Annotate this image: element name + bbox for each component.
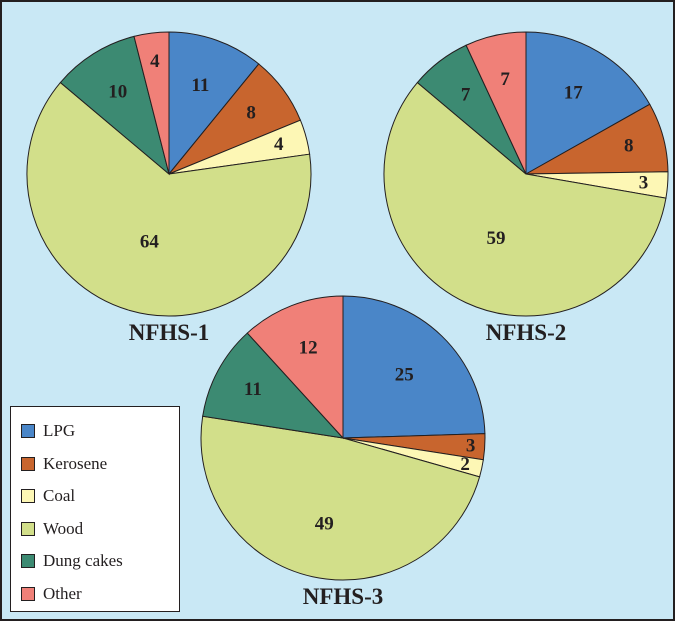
legend-label-other: Other [43,583,82,603]
data-label-other: 7 [500,69,510,90]
slice-dung-cakes [202,332,345,439]
legend-item-other: Other [21,578,179,611]
pie-chart-nfhs-2: 17 83 59 7 7 NFHS-2 [383,31,669,345]
data-label-dung-cakes: 11 [244,379,262,400]
data-label-wood: 64 [140,232,160,253]
slice-lpg [525,31,651,175]
legend-label-dung-cakes: Dung cakes [43,551,123,571]
pie-title: NFHS-1 [129,320,210,345]
legend-swatch-coal [21,489,35,504]
data-label-lpg: 11 [191,75,209,96]
pie-chart-nfhs-3: 25 32 49 11 12 NFHS-3 [200,295,486,609]
data-label-wood: 49 [315,514,334,535]
data-label-wood: 59 [487,228,506,249]
legend: LPG Kerosene Coal Wood Dung cakes Other [10,406,180,612]
data-label-lpg: 17 [564,83,584,104]
pie-title: NFHS-3 [303,584,384,609]
data-label-kerosene: 3 [466,435,476,456]
slice-dung-cakes [59,35,170,176]
slice-wood [383,81,667,317]
slice-wood [200,415,481,581]
legend-label-wood: Wood [43,518,84,538]
pie-title: NFHS-2 [486,320,567,345]
slice-other [133,31,170,175]
data-label-dung-cakes: 7 [461,85,471,106]
legend-label-coal: Coal [43,486,76,506]
data-label-dung-cakes: 10 [108,82,127,103]
data-label-coal: 2 [460,454,470,475]
legend-label-kerosene: Kerosene [43,453,108,473]
data-label-kerosene: 8 [624,136,634,157]
legend-item-kerosene: Kerosene [21,448,179,481]
slice-lpg [342,295,486,439]
legend-item-wood: Wood [21,513,179,546]
slice-wood [26,81,312,317]
legend-swatch-other [21,586,35,601]
legend-swatch-kerosene [21,456,35,471]
data-label-coal: 4 [274,134,284,155]
legend-swatch-lpg [21,424,35,439]
legend-label-lpg: LPG [43,421,76,441]
data-label-lpg: 25 [395,364,414,385]
data-label-other: 4 [150,51,160,72]
data-label-other: 12 [299,338,318,359]
legend-swatch-dung-cakes [21,554,35,569]
slice-other [465,31,527,175]
legend-item-coal: Coal [21,480,179,513]
legend-swatch-wood [21,521,35,536]
legend-item-dung-cakes: Dung cakes [21,545,179,578]
slice-lpg [168,31,260,176]
data-label-kerosene: 8 [246,103,256,124]
legend-item-lpg: LPG [21,415,179,448]
data-label-coal: 3 [639,173,649,194]
slice-other [246,295,344,440]
